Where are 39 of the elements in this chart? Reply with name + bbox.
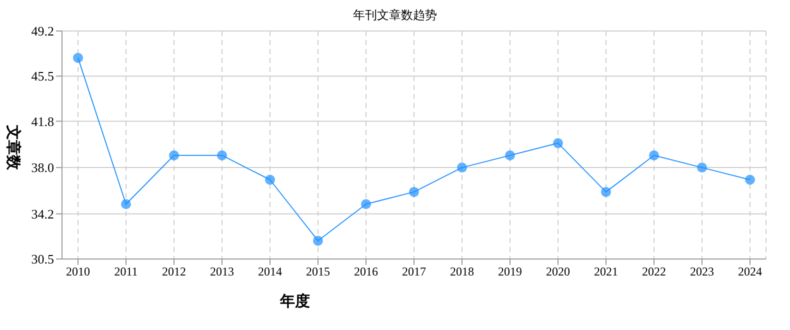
point	[553, 138, 563, 148]
x-axis-title: 年度	[278, 292, 311, 311]
point	[601, 186, 611, 197]
y-tick-label: 34.2	[31, 206, 54, 222]
y-tick-label: 41.8	[31, 114, 54, 129]
x-tick-label: 2014	[258, 264, 282, 279]
x-tick-label: 2012	[162, 264, 186, 279]
chart-title: 年刊文章数趋势	[352, 7, 438, 24]
x-tick-label: 2024	[738, 264, 762, 279]
x-tick-label: 2017	[402, 264, 426, 279]
point	[745, 174, 755, 185]
point	[697, 162, 707, 173]
x-tick-label: 2011	[114, 264, 138, 279]
x-tick-label: 2016	[354, 264, 378, 279]
x-tick-label: 2018	[450, 264, 474, 279]
x-tick-label: 2021	[594, 264, 618, 279]
point	[361, 199, 371, 210]
point	[457, 162, 467, 173]
point	[121, 199, 131, 210]
point	[409, 186, 419, 197]
point	[265, 174, 275, 185]
x-tick-label: 2022	[642, 264, 666, 279]
point	[217, 150, 227, 160]
y-tick-label: 49.2	[31, 24, 54, 39]
x-tick-label: 2013	[210, 264, 234, 279]
point	[313, 236, 323, 246]
y-tick-label: 30.5	[31, 252, 54, 267]
point	[73, 52, 83, 63]
x-tick-label: 2010	[66, 264, 90, 279]
y-tick-label: 38.0	[31, 160, 54, 176]
y-tick-label: 45.5	[31, 68, 54, 84]
y-axis-title: 文章数	[4, 124, 22, 172]
point	[649, 150, 659, 160]
point	[169, 150, 179, 160]
x-tick-label: 2015	[306, 264, 330, 279]
x-tick-label: 2019	[498, 264, 522, 279]
x-tick-label: 2020	[546, 264, 570, 279]
point	[505, 150, 515, 160]
x-tick-label: 2023	[690, 264, 714, 279]
